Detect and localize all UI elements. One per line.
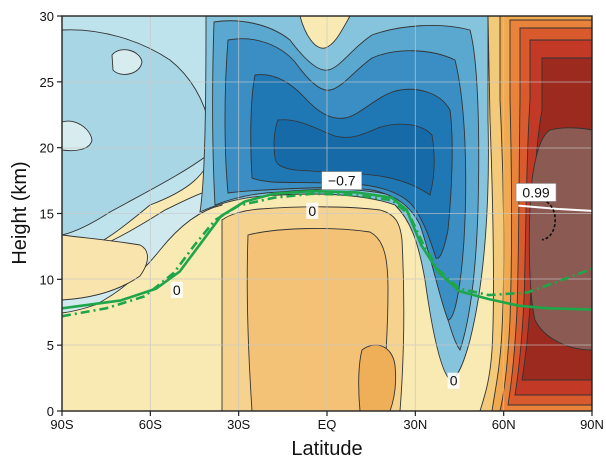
contour-label: 0: [450, 373, 458, 389]
y-axis-title: Height (km): [9, 161, 31, 264]
y-tick-label: 20: [40, 141, 54, 156]
contour-label-box: [170, 281, 183, 298]
contour-label-box: [447, 372, 460, 389]
y-tick-label: 30: [40, 9, 54, 24]
small-positive-patch: [62, 120, 93, 152]
contour-label-box: [321, 171, 363, 190]
series-layer: [62, 189, 592, 318]
x-tick-label: 30S: [227, 417, 250, 432]
x-tick-label: EQ: [318, 417, 337, 432]
max-contour-loop: [541, 199, 556, 241]
y-tick-label: 0: [47, 404, 54, 419]
positive-region-tropics-inner: [246, 227, 389, 411]
tropopause-line-solid: [62, 189, 592, 311]
plot-area: −0.7 0.99 0 0 0: [62, 16, 592, 411]
contour-label: 0: [173, 282, 181, 298]
tropopause-line-dashdot: [62, 192, 592, 318]
contour-label-box: [515, 183, 557, 202]
ticks-layer: 90S 60S 30S EQ 30N 60N 90N 0 5 10 15 20 25 30: [40, 9, 604, 432]
contour-label-box: [306, 202, 319, 219]
gridlines: [62, 16, 592, 411]
small-positive-patch-2: [111, 49, 143, 75]
y-tick-label: 10: [40, 272, 54, 287]
y-tick-label: 5: [47, 338, 54, 353]
negative-region-deep: [273, 119, 435, 196]
contour-label: 0.99: [522, 184, 549, 200]
x-tick-label: 60S: [139, 417, 162, 432]
x-tick-label: 90N: [580, 417, 604, 432]
positive-region-tropics-patch: [358, 344, 397, 411]
x-tick-label: 60N: [492, 417, 516, 432]
x-tick-label: 90S: [50, 417, 73, 432]
x-tick-label: 30N: [403, 417, 427, 432]
positive-region-north-max: [528, 127, 592, 351]
x-axis-title: Latitude: [291, 438, 362, 460]
contour-label: −0.7: [328, 173, 356, 189]
contour-label: 0: [308, 203, 316, 219]
y-tick-label: 25: [40, 75, 54, 90]
white-reference-line: [518, 204, 592, 212]
y-tick-label: 15: [40, 207, 54, 222]
positive-region-southwest: [62, 234, 148, 301]
contour-label-layer: −0.7 0.99 0 0 0: [170, 171, 557, 389]
